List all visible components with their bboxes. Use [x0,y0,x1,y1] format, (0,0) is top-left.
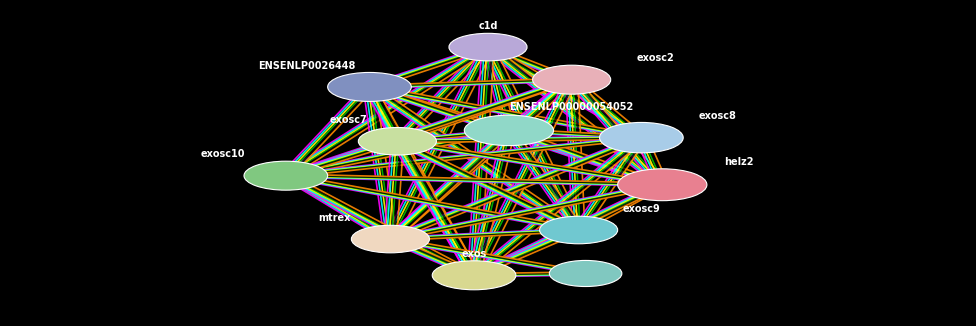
Text: mtrex: mtrex [318,213,350,223]
Ellipse shape [540,216,618,244]
Ellipse shape [618,169,707,201]
Text: exos: exos [462,249,487,259]
Text: exosc9: exosc9 [623,204,660,215]
Ellipse shape [465,115,553,146]
Text: exosc7: exosc7 [330,115,367,125]
Text: exosc8: exosc8 [699,111,737,121]
Text: exosc2: exosc2 [636,53,674,63]
Ellipse shape [351,225,429,253]
Ellipse shape [244,161,328,190]
Ellipse shape [599,123,683,153]
Text: c1d: c1d [478,21,498,31]
Text: ENSENLP0026448: ENSENLP0026448 [258,61,355,71]
Ellipse shape [358,127,436,155]
Text: helz2: helz2 [724,156,753,167]
Ellipse shape [432,261,516,290]
Text: ENSENLP00000054052: ENSENLP00000054052 [509,102,633,112]
Ellipse shape [533,65,611,94]
Text: exosc10: exosc10 [201,149,245,159]
Ellipse shape [549,260,622,287]
Ellipse shape [328,72,411,101]
Ellipse shape [449,33,527,61]
